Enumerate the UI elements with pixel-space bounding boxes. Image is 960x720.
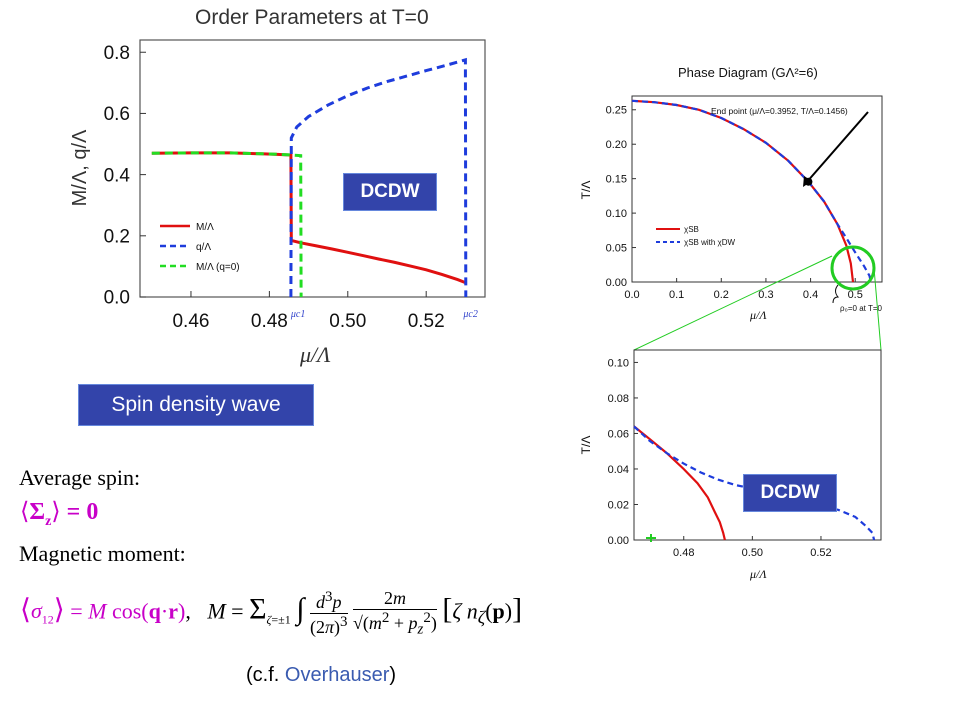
chart2-xtick-label-3: 0.3 bbox=[758, 289, 773, 301]
chart1-series-1 bbox=[289, 57, 468, 298]
legend2-entry-xdw: χSB with χDW bbox=[684, 238, 736, 247]
chart3-ytick-label-5: 0.10 bbox=[608, 357, 629, 369]
chart2-title: Phase Diagram (GΛ²=6) bbox=[678, 65, 818, 80]
chart2-ylabel: T/Λ bbox=[579, 181, 593, 200]
overhauser-reference: (c.f. Overhauser) bbox=[246, 664, 396, 687]
chart1-ytick-label-1: 0.2 bbox=[104, 226, 130, 247]
legend2-entry-xsb: χSB bbox=[684, 225, 699, 234]
chart1-legend: M/Λ q/Λ M/Λ (q=0) bbox=[160, 222, 240, 273]
endpoint-marker bbox=[804, 177, 813, 186]
chart2-xtick-label-0: 0.0 bbox=[624, 289, 639, 301]
chart3-xtick-label-1: 0.50 bbox=[742, 547, 763, 559]
chart2-ytick-label-2: 0.10 bbox=[606, 208, 627, 220]
chart2-xtick-label-5: 0.5 bbox=[848, 289, 863, 301]
chart2-ytick-label-5: 0.25 bbox=[606, 105, 627, 117]
chart1-ytick-label-2: 0.4 bbox=[104, 165, 131, 186]
chart2-xtick-label-2: 0.2 bbox=[714, 289, 729, 301]
chart1-ylabel: M/Λ, q/Λ bbox=[69, 129, 91, 206]
chart3-ytick-label-4: 0.08 bbox=[608, 393, 629, 405]
chart3-ytick-label-0: 0.00 bbox=[608, 535, 629, 547]
chart3-series-0 bbox=[633, 425, 726, 541]
chart1-series-2 bbox=[151, 151, 303, 298]
dcdw-label-1: DCDW bbox=[343, 173, 437, 211]
annotation-arrow bbox=[805, 111, 869, 184]
magnetic-moment-equation: ⟨σ12⟩ = M cos(q·r), M = Σζ=±1 ∫ d3p (2π)… bbox=[20, 588, 523, 638]
chart3-xtick-label-2: 0.52 bbox=[810, 547, 831, 559]
chart1-ytick-label-3: 0.6 bbox=[104, 104, 130, 125]
spin-density-wave-label: Spin density wave bbox=[78, 384, 314, 426]
chart3-xlabel: μ/Λ bbox=[749, 567, 767, 581]
chart1-xtick-label-1: 0.48 bbox=[251, 311, 288, 332]
dcdw-label-2: DCDW bbox=[743, 474, 837, 512]
overhauser-link[interactable]: Overhauser bbox=[284, 664, 390, 686]
chart1-marker-label-1: μc2 bbox=[462, 309, 477, 320]
chart3-xtick-label-0: 0.48 bbox=[673, 547, 694, 559]
cf-close: ) bbox=[389, 664, 397, 686]
chart2-ytick-label-3: 0.15 bbox=[606, 174, 627, 186]
chart3-ytick-label-3: 0.06 bbox=[608, 428, 629, 440]
chart2-ytick-label-0: 0.00 bbox=[606, 277, 627, 289]
chart1-ytick-label-0: 0.0 bbox=[104, 288, 130, 309]
average-spin-equation: ⟨Σz⟩ = 0 bbox=[20, 499, 99, 529]
rho-note-brace bbox=[832, 284, 840, 304]
chart2-xtick-label-4: 0.4 bbox=[803, 289, 818, 301]
chart2-xlabel: μ/Λ bbox=[749, 308, 767, 322]
legend-entry-m-q0: M/Λ (q=0) bbox=[196, 262, 240, 273]
magnetic-moment-label: Magnetic moment: bbox=[19, 541, 186, 566]
chart3-ytick-label-1: 0.02 bbox=[608, 499, 629, 511]
average-spin-label: Average spin: bbox=[19, 465, 141, 490]
chart2-series-1 bbox=[631, 99, 872, 283]
chart2-plot-frame bbox=[631, 95, 883, 283]
chart3-ylabel: T/Λ bbox=[579, 436, 593, 455]
legend-entry-m: M/Λ bbox=[196, 222, 214, 233]
chart2-ytick-label-4: 0.20 bbox=[606, 139, 627, 151]
chart1-ytick-label-4: 0.8 bbox=[104, 43, 130, 64]
chart1-title: Order Parameters at T=0 bbox=[195, 6, 429, 29]
chart1-xtick-label-3: 0.52 bbox=[408, 311, 445, 332]
chart2-series-0 bbox=[631, 99, 855, 283]
chart2-bottom-note: ρ₀=0 at T=0 bbox=[840, 304, 883, 313]
zoom-line-right bbox=[873, 267, 882, 351]
chart1-xlabel: μ/Λ bbox=[299, 342, 331, 367]
chart1-marker-label-0: μc1 bbox=[290, 309, 305, 320]
chart3-plot-frame bbox=[633, 349, 882, 541]
cf-open: (c.f. bbox=[246, 664, 285, 686]
chart2-ytick-label-1: 0.05 bbox=[606, 242, 627, 254]
chart2-legend: χSB χSB with χDW bbox=[656, 225, 736, 247]
legend-entry-q: q/Λ bbox=[196, 242, 211, 253]
chart1-xtick-label-2: 0.50 bbox=[329, 311, 366, 332]
chart2-annotation: End point (μ/Λ=0.3952, T/Λ=0.1456) bbox=[711, 106, 848, 116]
chart3-ytick-label-2: 0.04 bbox=[608, 464, 629, 476]
chart2-xtick-label-1: 0.1 bbox=[669, 289, 684, 301]
chart1-plot-frame bbox=[139, 39, 486, 298]
chart1-xtick-label-0: 0.46 bbox=[172, 311, 209, 332]
zoom-line-left bbox=[633, 255, 833, 351]
